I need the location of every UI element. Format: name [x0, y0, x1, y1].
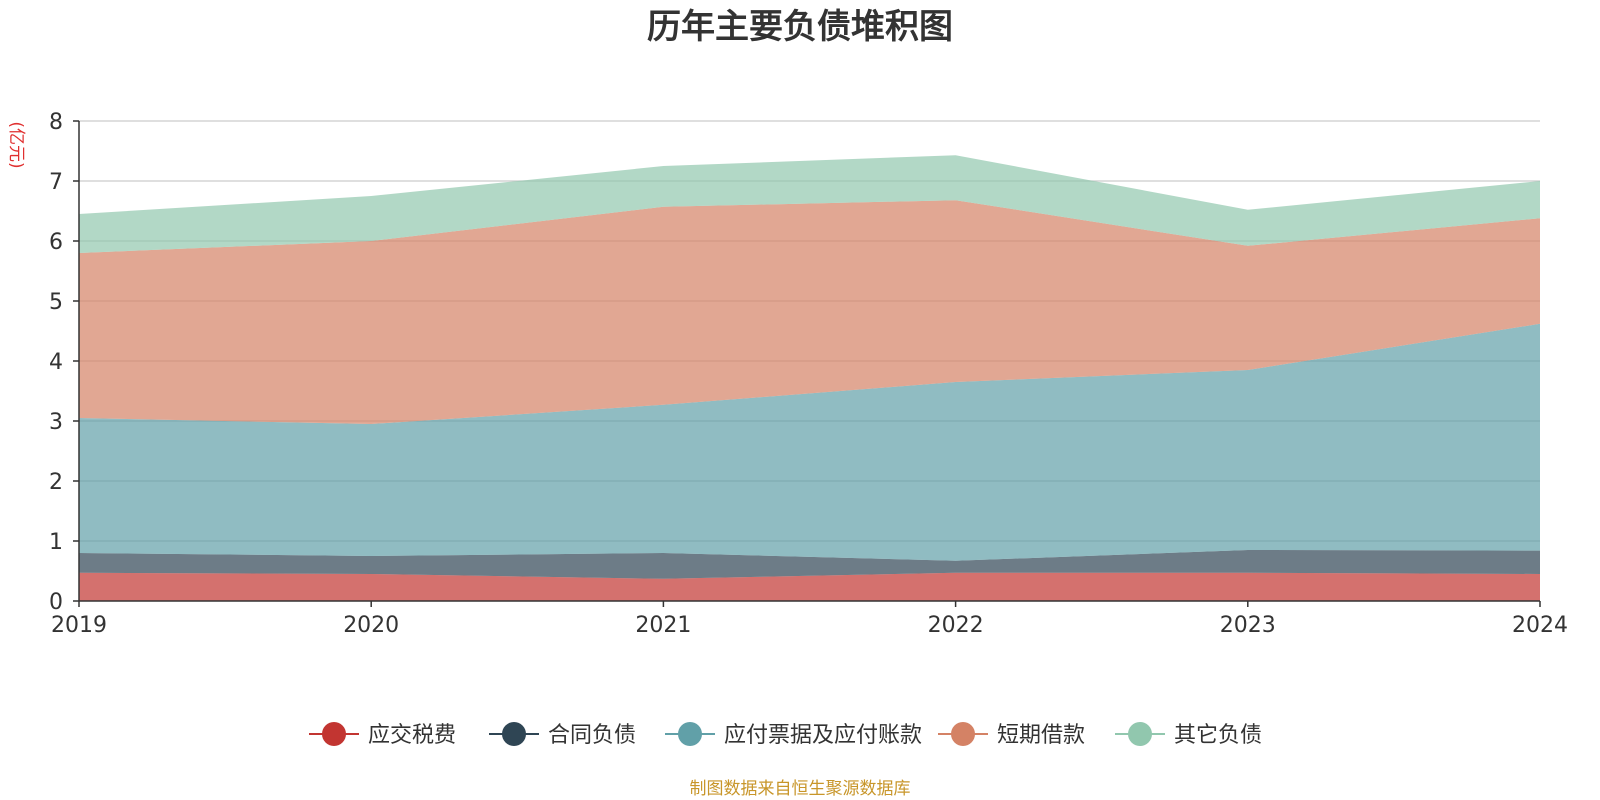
- y-tick-label: 4: [49, 350, 63, 375]
- y-tick-label: 1: [49, 530, 63, 555]
- x-tick-label: 2020: [343, 613, 399, 638]
- legend-item-3[interactable]: 应付票据及应付账款: [665, 722, 922, 748]
- y-tick-label: 0: [49, 590, 63, 615]
- legend-circle-icon: [678, 722, 702, 746]
- legend-label: 应付票据及应付账款: [724, 723, 922, 748]
- legend-circle-icon: [322, 722, 346, 746]
- data-source-note: 制图数据来自恒生聚源数据库: [690, 779, 911, 799]
- area-series-3: [79, 323, 1540, 561]
- axes: 0 1 2 3 4 5 6 7 8 2019 2020 2021 2022 2023 2024: [49, 110, 1568, 638]
- y-tick-label: 3: [49, 410, 63, 435]
- y-axis-unit: (亿元): [6, 121, 26, 168]
- area-series-5: [79, 155, 1540, 253]
- legend-item-1[interactable]: 应交税费: [309, 722, 456, 748]
- chart-title: 历年主要负债堆积图: [647, 7, 953, 47]
- x-tick-label: 2021: [635, 613, 691, 638]
- x-tick-label: 2023: [1220, 613, 1276, 638]
- legend-label: 其它负债: [1174, 723, 1262, 748]
- y-tick-label: 7: [49, 170, 63, 195]
- y-tick-label: 5: [49, 290, 63, 315]
- x-tick-label: 2022: [928, 613, 984, 638]
- legend-item-5[interactable]: 其它负债: [1115, 722, 1262, 748]
- x-tick-label: 2019: [51, 613, 107, 638]
- legend: 应交税费 合同负债 应付票据及应付账款 短期借款 其它负债: [309, 722, 1262, 748]
- y-tick-label: 2: [49, 470, 63, 495]
- x-tick-label: 2024: [1512, 613, 1568, 638]
- legend-circle-icon: [1128, 722, 1152, 746]
- area-series: [79, 155, 1540, 601]
- y-tick-label: 6: [49, 230, 63, 255]
- legend-label: 合同负债: [548, 723, 636, 748]
- legend-label: 应交税费: [368, 723, 456, 748]
- y-tick-label: 8: [49, 110, 63, 135]
- legend-label: 短期借款: [997, 723, 1085, 748]
- legend-circle-icon: [951, 722, 975, 746]
- legend-item-2[interactable]: 合同负债: [489, 722, 636, 748]
- area-series-2: [79, 550, 1540, 579]
- area-series-4: [79, 200, 1540, 424]
- legend-circle-icon: [502, 722, 526, 746]
- legend-item-4[interactable]: 短期借款: [938, 722, 1085, 748]
- area-series-1: [79, 572, 1540, 601]
